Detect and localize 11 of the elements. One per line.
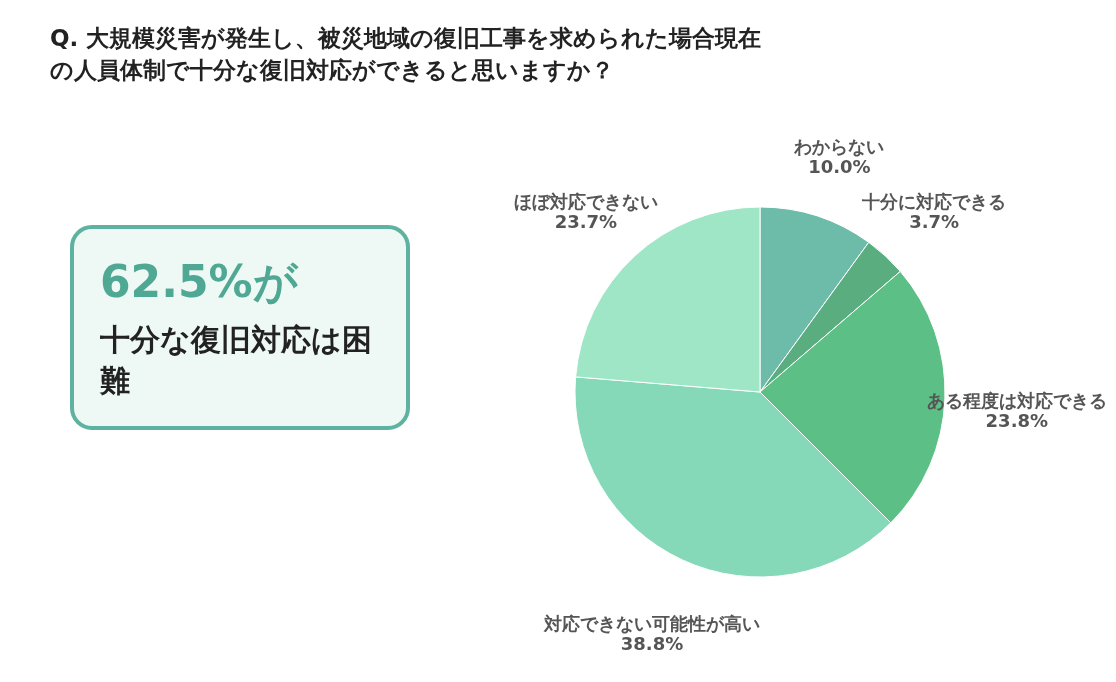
slice-label: 十分に対応できる (861, 191, 1007, 213)
slice-label: 対応できない可能性が高い (543, 613, 761, 635)
chart-title: Q. 大規模災害が発生し、被災地域の復旧工事を求められた場合現在の人員体制で十分な復旧対応ができると思いますか？ (50, 24, 763, 86)
slice-label: ある程度は対応できる (926, 389, 1107, 411)
slice-label: ほぼ対応できない (513, 191, 658, 213)
data-label: 23.8% (985, 409, 1049, 431)
data-label: 38.8% (620, 633, 684, 655)
slice-label: わからない (793, 135, 885, 157)
data-label: 23.7% (554, 211, 618, 233)
data-label: 3.7% (909, 211, 960, 233)
speech-bubble: 62.5%が 十分な復旧対応は困難 (70, 225, 410, 430)
